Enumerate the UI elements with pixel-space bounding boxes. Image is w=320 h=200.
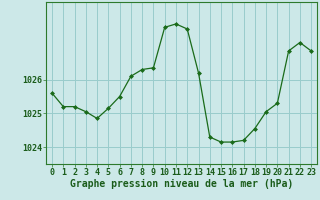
X-axis label: Graphe pression niveau de la mer (hPa): Graphe pression niveau de la mer (hPa) bbox=[70, 179, 293, 189]
